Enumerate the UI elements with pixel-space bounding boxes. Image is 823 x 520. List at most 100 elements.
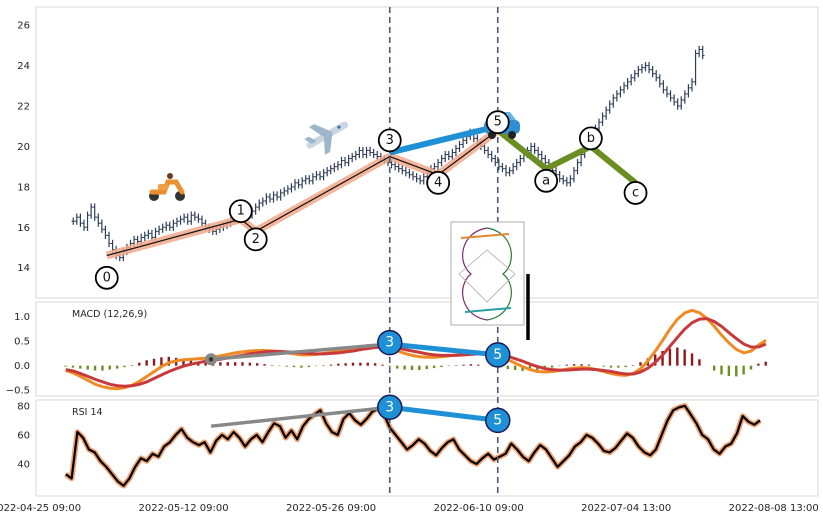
y-tick-label-macd: 0.0 bbox=[14, 361, 30, 372]
wave-label-text: 3 bbox=[385, 399, 394, 415]
macd-histogram-bar bbox=[359, 362, 362, 366]
macd-histogram-bar bbox=[735, 365, 738, 377]
macd-histogram-bar bbox=[219, 362, 222, 366]
y-tick-label-rsi: 40 bbox=[17, 460, 30, 471]
macd-histogram-bar bbox=[617, 365, 620, 368]
macd-histogram-bar bbox=[565, 364, 568, 366]
y-tick-label-price: 24 bbox=[17, 61, 30, 72]
macd-histogram-bar bbox=[403, 365, 406, 370]
wave-label-circle bbox=[243, 227, 268, 252]
inset-thumbnail-image bbox=[450, 221, 525, 326]
macd-histogram-bar bbox=[757, 363, 760, 366]
indicator-series bbox=[64, 308, 767, 489]
y-tick-label-rsi: 60 bbox=[17, 430, 30, 441]
macd-histogram-bar bbox=[587, 364, 591, 366]
macd-histogram-bar bbox=[469, 364, 473, 366]
macd-histogram-bar bbox=[152, 358, 156, 366]
wave-label-text: 5 bbox=[493, 412, 502, 428]
macd-histogram-bar bbox=[351, 362, 355, 366]
macd-histogram-bar bbox=[101, 365, 104, 371]
macd-histogram-bar bbox=[123, 365, 126, 368]
macd-blue-segment bbox=[389, 341, 499, 358]
macd-histogram-bar bbox=[727, 365, 731, 376]
macd-histogram-bar bbox=[138, 362, 141, 366]
wave-3-5-blue-segment bbox=[389, 123, 499, 156]
y-tick-label-price: 16 bbox=[17, 223, 30, 234]
impulse-wave-line bbox=[106, 129, 499, 257]
macd-histogram-bar bbox=[521, 365, 524, 372]
wave-label-circle bbox=[623, 181, 648, 205]
x-tick-label: 2022-08-08 13:00 bbox=[729, 503, 819, 514]
wave-label-text: b bbox=[587, 131, 595, 146]
macd-histogram-bar bbox=[683, 349, 686, 366]
macd-histogram-bar bbox=[462, 364, 465, 366]
wave-label-text: 0 bbox=[103, 270, 111, 285]
macd-histogram-bar bbox=[160, 357, 163, 366]
macd-histogram-bar bbox=[79, 365, 82, 369]
macd-divergence-grey-line bbox=[210, 342, 390, 362]
wave-label-circle-blue bbox=[377, 394, 403, 421]
wave-label-circle-blue bbox=[485, 407, 511, 434]
rsi-blue-segment bbox=[389, 404, 499, 423]
macd-histogram-bar bbox=[307, 365, 311, 368]
wave-labels: 0 12 3 4 5 a b c 3 5 3 5 bbox=[94, 110, 648, 434]
macd-histogram-bar bbox=[690, 353, 694, 366]
wave-label-text: 2 bbox=[252, 232, 260, 247]
elliott-wave-lines bbox=[105, 123, 638, 260]
macd-histogram-bar bbox=[764, 361, 767, 366]
macd-histogram-bar bbox=[742, 365, 745, 375]
macd-histogram-bar bbox=[256, 363, 259, 366]
macd-histogram-bar bbox=[506, 365, 509, 370]
macd-histogram-bar bbox=[182, 359, 185, 366]
macd-histogram-bar bbox=[93, 365, 97, 371]
wave-label-circle bbox=[485, 110, 510, 135]
airplane-icon bbox=[304, 121, 349, 155]
wave-label-circle bbox=[228, 199, 253, 224]
macd-histogram-bar bbox=[440, 365, 443, 368]
macd-histogram-bar bbox=[572, 364, 576, 366]
wave-label-text: 5 bbox=[493, 347, 502, 363]
wave-label-text: 3 bbox=[385, 335, 394, 351]
macd-histogram-bar bbox=[536, 365, 539, 371]
wave-label-text: c bbox=[632, 185, 639, 200]
x-tick-label: 2022-07-04 13:00 bbox=[581, 503, 671, 514]
macd-histogram-bar bbox=[477, 364, 480, 366]
macd-histogram-bar bbox=[292, 365, 296, 368]
macd-line bbox=[65, 308, 767, 391]
panel-label-rsi: RSI 14 bbox=[72, 407, 103, 418]
macd-histogram-bar bbox=[344, 363, 347, 366]
wave-label-circle bbox=[94, 265, 119, 290]
macd-histogram-bar bbox=[609, 365, 613, 368]
macd-histogram-bar bbox=[233, 362, 237, 366]
macd-histogram-bar bbox=[373, 363, 377, 366]
macd-histogram-bar bbox=[676, 347, 679, 366]
macd-histogram-bar bbox=[425, 365, 428, 370]
y-tick-label-macd: 1.0 bbox=[14, 312, 30, 323]
macd-histogram-bar bbox=[432, 365, 436, 369]
x-tick-label: 2022-05-26 09:00 bbox=[286, 503, 376, 514]
rsi-line bbox=[65, 404, 761, 487]
wave-label-circle bbox=[534, 168, 559, 193]
macd-histogram-bar bbox=[64, 365, 67, 367]
macd-histogram-bar bbox=[396, 365, 399, 369]
macd-histogram-bar bbox=[115, 365, 119, 369]
macd-histogram-bar bbox=[300, 365, 303, 368]
wave-label-text: 5 bbox=[494, 115, 502, 130]
macd-histogram-bar bbox=[381, 364, 384, 366]
macd-histogram-bar bbox=[418, 365, 421, 371]
wave-label-text: a bbox=[542, 173, 550, 188]
x-tick-label: 2022-04-25 09:00 bbox=[0, 503, 81, 514]
macd-histogram-bar bbox=[108, 365, 112, 370]
macd-histogram-bar bbox=[241, 362, 244, 366]
wave-label-circle bbox=[426, 170, 451, 195]
y-tick-label-price: 22 bbox=[17, 102, 30, 113]
y-tick-label-macd: 0.5 bbox=[14, 337, 30, 348]
wave-label-circle-blue bbox=[485, 342, 511, 368]
panel-frames bbox=[35, 6, 819, 497]
wave-label-text: 4 bbox=[434, 175, 442, 190]
rsi-divergence-grey-line bbox=[210, 405, 390, 428]
y-tick-label-rsi: 80 bbox=[17, 401, 30, 412]
macd-histogram-bar bbox=[668, 348, 672, 366]
